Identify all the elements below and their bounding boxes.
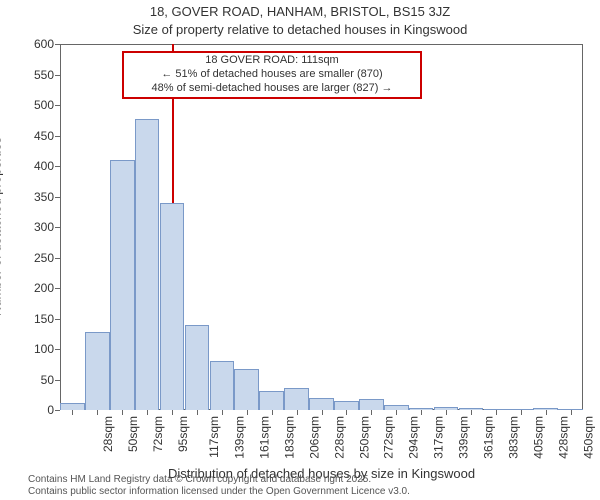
x-tick-mark — [122, 410, 123, 415]
y-tick-label: 50 — [41, 373, 60, 387]
x-tick-label: 317sqm — [432, 416, 446, 459]
x-tick-mark — [97, 410, 98, 415]
x-tick-label: 72sqm — [151, 416, 165, 452]
x-tick-label: 383sqm — [507, 416, 521, 459]
x-tick-mark — [546, 410, 547, 415]
y-tick-label: 150 — [34, 312, 60, 326]
x-tick-mark — [172, 410, 173, 415]
x-tick-label: 272sqm — [382, 416, 396, 459]
x-tick-mark — [371, 410, 372, 415]
x-tick-label: 339sqm — [457, 416, 471, 459]
x-tick-label: 139sqm — [233, 416, 247, 459]
y-tick-label: 600 — [34, 37, 60, 51]
x-tick-mark — [322, 410, 323, 415]
x-tick-mark — [446, 410, 447, 415]
histogram-bar — [234, 369, 259, 410]
histogram-bar — [210, 361, 235, 410]
x-tick-mark — [571, 410, 572, 415]
x-tick-label: 117sqm — [207, 416, 221, 458]
histogram-bar — [60, 403, 85, 410]
y-tick-label: 200 — [34, 281, 60, 295]
chart-title-line1: 18, GOVER ROAD, HANHAM, BRISTOL, BS15 3J… — [0, 4, 600, 19]
footer-copyright: Contains HM Land Registry data © Crown c… — [28, 474, 371, 485]
x-tick-mark — [247, 410, 248, 415]
histogram-bar — [135, 119, 160, 410]
x-tick-label: 161sqm — [258, 416, 272, 459]
x-tick-mark — [72, 410, 73, 415]
x-tick-mark — [496, 410, 497, 415]
y-tick-label: 500 — [34, 98, 60, 112]
x-tick-label: 28sqm — [101, 416, 115, 452]
y-tick-label: 350 — [34, 190, 60, 204]
annotation-subject: 18 GOVER ROAD: 111sqm — [128, 54, 416, 68]
annotation-larger: 48% of semi-detached houses are larger (… — [128, 82, 416, 96]
x-tick-mark — [421, 410, 422, 415]
histogram-bar — [85, 332, 110, 410]
chart-title-line2: Size of property relative to detached ho… — [0, 22, 600, 37]
x-tick-mark — [197, 410, 198, 415]
y-tick-label: 100 — [34, 342, 60, 356]
y-tick-label: 250 — [34, 251, 60, 265]
histogram-bar — [334, 401, 359, 410]
x-tick-label: 228sqm — [332, 416, 346, 459]
x-tick-mark — [147, 410, 148, 415]
y-axis-title: Number of detached properties — [0, 44, 4, 410]
x-tick-label: 294sqm — [407, 416, 421, 459]
x-tick-mark — [346, 410, 347, 415]
x-tick-mark — [396, 410, 397, 415]
plot-area: 18 GOVER ROAD: 111sqm ← 51% of detached … — [60, 44, 583, 410]
y-tick-label: 400 — [34, 159, 60, 173]
y-tick-label: 550 — [34, 68, 60, 82]
histogram-bar — [110, 160, 135, 410]
x-tick-mark — [521, 410, 522, 415]
histogram-bar — [160, 203, 185, 410]
annotation-box: 18 GOVER ROAD: 111sqm ← 51% of detached … — [122, 51, 422, 98]
x-tick-label: 361sqm — [482, 416, 496, 459]
right-axis-line — [582, 44, 583, 410]
histogram-bar — [259, 391, 284, 410]
x-tick-mark — [272, 410, 273, 415]
x-tick-label: 250sqm — [357, 416, 371, 459]
y-tick-label: 0 — [47, 403, 60, 417]
annotation-smaller: ← 51% of detached houses are smaller (87… — [128, 68, 416, 82]
y-axis-line — [60, 44, 61, 410]
x-tick-mark — [471, 410, 472, 415]
x-tick-label: 183sqm — [282, 416, 296, 459]
histogram-bar — [309, 398, 334, 410]
x-tick-label: 450sqm — [581, 416, 595, 459]
footer-licence: Contains public sector information licen… — [28, 486, 410, 497]
y-tick-label: 300 — [34, 220, 60, 234]
chart-root: { "titles": { "line1": "18, GOVER ROAD, … — [0, 0, 600, 500]
histogram-bar — [284, 388, 309, 410]
x-tick-mark — [222, 410, 223, 415]
x-tick-label: 428sqm — [556, 416, 570, 459]
x-tick-label: 206sqm — [307, 416, 321, 459]
histogram-bar — [185, 325, 210, 410]
x-tick-label: 95sqm — [176, 416, 190, 452]
y-tick-label: 450 — [34, 129, 60, 143]
histogram-bar — [359, 399, 384, 410]
x-tick-label: 50sqm — [126, 416, 140, 452]
top-axis-line — [60, 44, 583, 45]
x-tick-label: 405sqm — [532, 416, 546, 459]
x-tick-mark — [297, 410, 298, 415]
